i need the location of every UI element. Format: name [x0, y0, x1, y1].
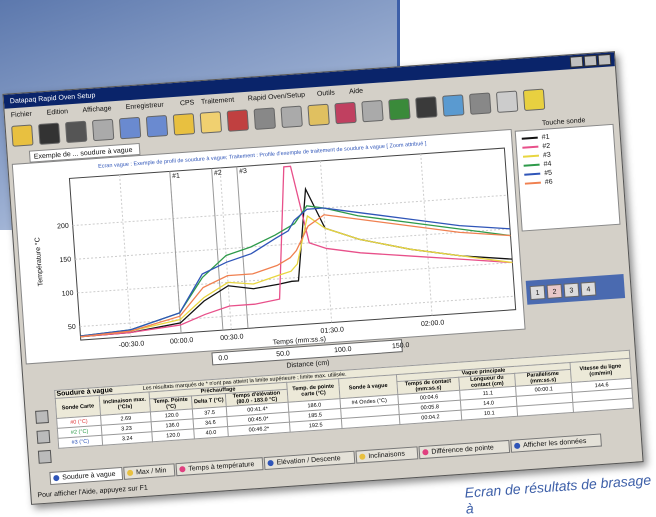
toolbar-button[interactable]: [92, 119, 113, 140]
legend-label[interactable]: #4: [543, 161, 551, 169]
toolbar-button[interactable]: [39, 123, 60, 144]
toolbar-button[interactable]: [146, 116, 167, 137]
table-tool[interactable]: [37, 430, 50, 443]
toolbar-button[interactable]: [12, 125, 33, 146]
menu-item[interactable]: Enregistreur: [125, 101, 164, 111]
legend-swatch: [522, 138, 538, 139]
window-button[interactable]: [570, 56, 583, 67]
toolbar-button[interactable]: [362, 100, 383, 121]
marker-label: #2: [214, 170, 222, 178]
toolbar-button[interactable]: [496, 91, 517, 112]
menu-item[interactable]: Aide: [349, 88, 364, 96]
toolbar-button[interactable]: [119, 117, 140, 138]
y-tick-label: 100: [62, 290, 74, 298]
page-label: 3: [569, 287, 573, 294]
legend-panel: [515, 124, 620, 231]
distance-label: Distance (cm): [286, 360, 330, 370]
marker-label: #1: [172, 173, 180, 181]
legend-swatch: [524, 174, 540, 175]
toolbar-button[interactable]: [335, 102, 356, 123]
table-tool[interactable]: [38, 450, 51, 463]
toolbar-button[interactable]: [66, 121, 87, 142]
legend-label[interactable]: #2: [542, 143, 550, 151]
legend-swatch: [523, 156, 539, 157]
table-cell: 40.0: [194, 427, 229, 439]
window-button[interactable]: [598, 54, 611, 65]
status-text: Pour afficher l'Aide, appuyez sur F1: [37, 485, 148, 500]
legend-swatch: [524, 165, 540, 166]
menu-item[interactable]: CPS: [180, 99, 195, 107]
toolbar-button[interactable]: [416, 97, 437, 118]
legend-label[interactable]: #1: [542, 134, 550, 142]
toolbar-button[interactable]: [281, 106, 302, 127]
y-tick-label: 200: [57, 223, 69, 231]
distance-tick-label: 0.0: [218, 355, 228, 363]
legend-label[interactable]: #6: [545, 179, 553, 187]
toolbar-button[interactable]: [308, 104, 329, 125]
page-label: 4: [586, 286, 590, 293]
distance-tick-label: 150.0: [392, 342, 410, 350]
page-label: 1: [535, 290, 539, 297]
marker-label: #3: [239, 168, 247, 176]
legend-swatch: [522, 147, 538, 148]
toolbar-button[interactable]: [227, 110, 248, 131]
legend-title: Touche sonde: [542, 117, 586, 127]
page-label: 2: [552, 289, 556, 296]
toolbar-button[interactable]: [200, 112, 221, 133]
table-tool[interactable]: [36, 411, 49, 424]
menu-item[interactable]: Fichier: [11, 111, 33, 119]
legend-label[interactable]: #5: [544, 170, 552, 178]
toolbar-button[interactable]: [173, 114, 194, 135]
legend-label[interactable]: #3: [543, 152, 551, 160]
distance-tick-label: 100.0: [334, 346, 352, 354]
legend-swatch: [525, 183, 541, 184]
y-tick-label: 50: [68, 324, 76, 332]
toolbar-button[interactable]: [443, 95, 464, 116]
menu-item[interactable]: Edition: [46, 108, 68, 116]
menu-item[interactable]: Affichage: [82, 105, 112, 114]
menu-item[interactable]: Rapid Oven/Setup: [248, 92, 306, 103]
menu-item[interactable]: Outils: [317, 90, 336, 98]
menu-item[interactable]: Traitement: [201, 97, 235, 106]
y-tick-label: 150: [59, 256, 71, 264]
toolbar-button[interactable]: [389, 99, 410, 120]
toolbar-button[interactable]: [470, 93, 491, 114]
toolbar-button[interactable]: [254, 108, 275, 129]
toolbar-button[interactable]: [523, 89, 544, 110]
distance-tick-label: 50.0: [276, 350, 290, 358]
caption: Ecran de résultats de brasage à: [464, 471, 656, 516]
page: Datapaq Rapid Oven SetupFichierEditionAf…: [0, 0, 656, 507]
window-button[interactable]: [584, 55, 597, 66]
